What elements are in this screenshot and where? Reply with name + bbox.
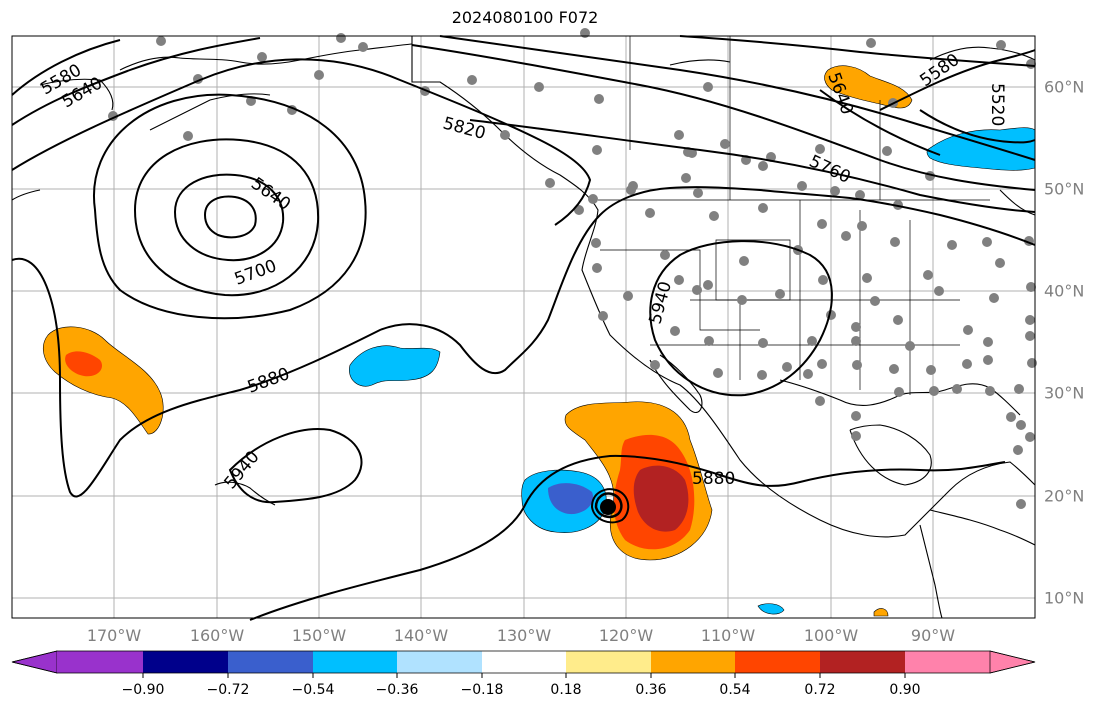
lon-label: 100°W (803, 626, 859, 645)
colorbar-segment (313, 651, 397, 673)
anomaly-firebrick-hurricane (633, 465, 689, 532)
lat-label: 10°N (1044, 588, 1085, 608)
contour-low-2 (173, 173, 285, 262)
lat-label: 40°N (1044, 281, 1085, 301)
colorbar-tick-label: −0.54 (291, 682, 335, 698)
colorbar-tick-label: 0.54 (719, 682, 751, 698)
colorbar-segment (989, 650, 1036, 674)
anomaly-red-west (65, 351, 103, 377)
anomaly-orange-canada (824, 65, 913, 109)
lon-label: 150°W (291, 626, 347, 645)
anomaly-blue-small (757, 603, 785, 615)
height-contours (11, 35, 1036, 621)
anomaly-orange-small (873, 608, 889, 617)
colorbar-tick-label: 0.36 (635, 682, 667, 698)
lat-label: 50°N (1044, 179, 1085, 199)
contour-label: 5520 (987, 83, 1007, 126)
colorbar-segment (651, 651, 735, 673)
colorbar-tick-label: 0.90 (889, 682, 921, 698)
colorbar-segment (735, 651, 820, 673)
lat-label: 20°N (1044, 486, 1085, 506)
plot-frame (11, 35, 1036, 619)
contour-5820 (11, 58, 592, 226)
colorbar-tick-label: −0.18 (460, 682, 504, 698)
lon-label: 110°W (700, 626, 756, 645)
colorbar-tick-label: −0.36 (375, 682, 419, 698)
contour-5580-nw (11, 39, 121, 96)
contour-5700-2 (439, 35, 1036, 161)
lon-label: 170°W (86, 626, 142, 645)
colorbar-segment (57, 651, 143, 673)
colorbar (11, 650, 1036, 678)
colorbar-segment (397, 651, 482, 673)
lon-label: 90°W (910, 626, 956, 645)
lon-label: 160°W (189, 626, 245, 645)
colorbar-segment (482, 651, 566, 673)
colorbar-tick-label: −0.72 (206, 682, 250, 698)
lon-label: 120°W (598, 626, 654, 645)
contour-5940-south (228, 428, 363, 504)
lat-label: 30°N (1044, 383, 1085, 403)
contour-hurricane-ring1 (594, 492, 623, 519)
contour-5760-2 (469, 119, 1036, 213)
colorbar-tick-label: 0.72 (804, 682, 836, 698)
anomaly-royalblue-hurricane (548, 483, 594, 515)
lon-label: 130°W (496, 626, 552, 645)
colorbar-segment (820, 651, 905, 673)
colorbar-segment (905, 651, 990, 673)
contour-5880 (11, 186, 1036, 498)
anomaly-fills (42, 65, 1036, 617)
colorbar-segment (566, 651, 651, 673)
contour-hurricane-ring2 (590, 488, 630, 524)
contour-5520-ne (919, 109, 1036, 144)
colorbar-tick-label: −0.90 (121, 682, 165, 698)
contour-5640-3 (679, 35, 1036, 67)
colorbar-tick-label: 0.18 (550, 682, 582, 698)
contour-5940-north (649, 240, 833, 397)
station-markers (108, 28, 1037, 509)
anomaly-blue-hudson (926, 127, 1036, 171)
contour-5880-south (249, 454, 1006, 621)
colorbar-segment (228, 651, 313, 673)
contour-low-inner (203, 195, 257, 239)
lat-label: 60°N (1044, 77, 1085, 97)
hurricane-center-marker (600, 499, 616, 515)
chart-title: 2024080100 F072 (451, 8, 599, 27)
anomaly-blue-central (349, 345, 441, 387)
colorbar-segment (143, 651, 228, 673)
lon-label: 140°W (393, 626, 449, 645)
contour-low-3 (133, 138, 320, 297)
contour-label: 5880 (692, 469, 735, 489)
colorbar-outline (11, 650, 1036, 674)
colorbar-segment (11, 650, 58, 674)
contour-5700 (92, 93, 367, 320)
contour-5760-1 (411, 44, 1036, 191)
contour-5640-nw (11, 37, 261, 126)
